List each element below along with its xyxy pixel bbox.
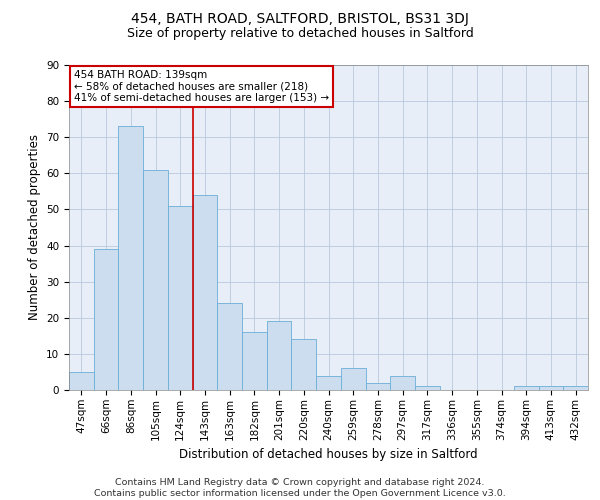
Bar (69, 372, 94, 390)
Bar (217, 304, 242, 390)
Bar (94, 249, 118, 390)
X-axis label: Distribution of detached houses by size in Saltford: Distribution of detached houses by size … (179, 448, 478, 461)
Bar (292, 340, 316, 390)
Bar (267, 322, 292, 390)
Bar (193, 195, 217, 390)
Bar (118, 126, 143, 390)
Bar (514, 386, 539, 390)
Bar (316, 376, 341, 390)
Bar (242, 332, 267, 390)
Bar (390, 376, 415, 390)
Bar (539, 386, 563, 390)
Bar (341, 368, 365, 390)
Text: Size of property relative to detached houses in Saltford: Size of property relative to detached ho… (127, 28, 473, 40)
Bar (143, 170, 168, 390)
Bar (365, 383, 390, 390)
Bar (168, 206, 193, 390)
Bar (415, 386, 440, 390)
Text: Contains HM Land Registry data © Crown copyright and database right 2024.
Contai: Contains HM Land Registry data © Crown c… (94, 478, 506, 498)
Bar (563, 386, 588, 390)
Text: 454 BATH ROAD: 139sqm
← 58% of detached houses are smaller (218)
41% of semi-det: 454 BATH ROAD: 139sqm ← 58% of detached … (74, 70, 329, 103)
Y-axis label: Number of detached properties: Number of detached properties (28, 134, 41, 320)
Text: 454, BATH ROAD, SALTFORD, BRISTOL, BS31 3DJ: 454, BATH ROAD, SALTFORD, BRISTOL, BS31 … (131, 12, 469, 26)
